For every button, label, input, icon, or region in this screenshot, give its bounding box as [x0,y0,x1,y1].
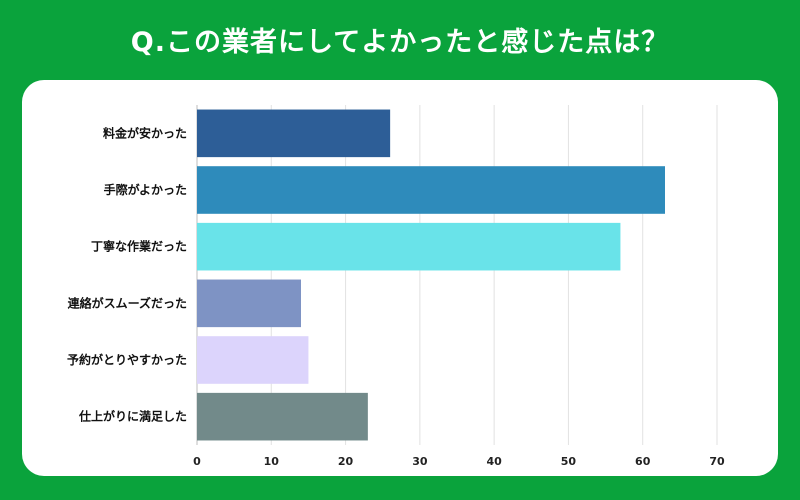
category-label: 連絡がスムーズだった [68,295,187,310]
category-label: 手際がよかった [104,182,187,197]
x-tick-label: 70 [709,455,725,468]
bars [197,109,665,441]
x-tick-labels: 0 10 20 30 40 50 60 70 [193,455,725,468]
category-label: 仕上がりに満足した [78,409,187,424]
x-tick-label: 60 [635,455,651,468]
x-tick-label: 0 [193,455,201,468]
category-label: 料金が安かった [103,125,187,140]
category-label: 予約がとりやすかった [67,352,187,367]
x-tick-label: 10 [264,455,280,468]
x-tick-label: 20 [338,455,354,468]
x-tick-label: 30 [412,455,428,468]
x-tick-label: 50 [561,455,577,468]
bar [197,166,665,214]
bar [197,279,301,328]
category-labels: 料金が安かった手際がよかった丁寧な作業だった連絡がスムーズだった予約がとりやすか… [67,125,187,423]
bar [197,222,621,271]
category-label: 丁寧な作業だった [91,239,187,254]
gridlines [196,105,718,445]
bar [197,392,368,441]
chart-title: Q.この業者にしてよかったと感じた点は？ [130,27,670,58]
bar [197,109,391,158]
bar [197,336,309,384]
chart-card [22,80,778,476]
x-tick-label: 40 [486,455,502,468]
